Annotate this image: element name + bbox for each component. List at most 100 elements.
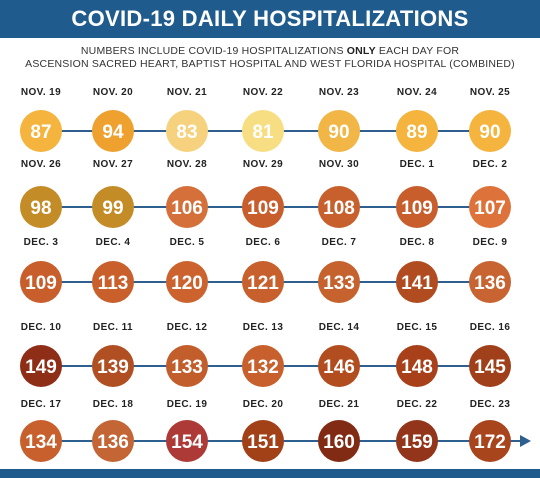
value-label: 149 xyxy=(25,357,57,378)
value-label: 109 xyxy=(401,198,433,219)
value-circle xyxy=(242,345,284,387)
value-label: 141 xyxy=(401,273,433,294)
value-circle xyxy=(92,110,134,152)
value-circle xyxy=(469,420,511,462)
value-circle xyxy=(92,345,134,387)
value-circle xyxy=(166,345,208,387)
date-label: DEC. 5 xyxy=(170,237,205,248)
value-circle xyxy=(92,261,134,303)
value-circle xyxy=(318,345,360,387)
date-label: DEC. 1 xyxy=(400,159,435,170)
value-circle xyxy=(92,186,134,228)
value-label: 90 xyxy=(328,122,349,143)
value-label: 87 xyxy=(30,122,51,143)
value-circle xyxy=(20,420,62,462)
value-circle xyxy=(469,186,511,228)
date-label: DEC. 17 xyxy=(21,399,62,410)
value-circle xyxy=(318,420,360,462)
value-label: 139 xyxy=(97,357,129,378)
date-label: NOV. 30 xyxy=(319,159,359,170)
date-label: NOV. 19 xyxy=(21,87,61,98)
value-circle xyxy=(396,261,438,303)
value-circle xyxy=(166,110,208,152)
value-label: 145 xyxy=(474,357,506,378)
value-label: 90 xyxy=(479,122,500,143)
date-label: DEC. 8 xyxy=(400,237,435,248)
date-label: DEC. 11 xyxy=(93,322,133,333)
value-label: 172 xyxy=(474,432,506,453)
date-label: DEC. 16 xyxy=(470,322,511,333)
value-label: 136 xyxy=(97,432,129,453)
date-label: NOV. 20 xyxy=(93,87,133,98)
date-label: NOV. 23 xyxy=(319,87,359,98)
date-label: DEC. 23 xyxy=(470,399,511,410)
value-circle xyxy=(92,420,134,462)
date-label: NOV. 26 xyxy=(21,159,61,170)
date-label: DEC. 3 xyxy=(24,237,59,248)
value-circle xyxy=(396,186,438,228)
date-label: DEC. 10 xyxy=(21,322,62,333)
date-label: DEC. 6 xyxy=(246,237,281,248)
date-label: DEC. 22 xyxy=(397,399,438,410)
value-circle xyxy=(396,420,438,462)
date-label: NOV. 28 xyxy=(167,159,207,170)
value-label: 148 xyxy=(401,357,433,378)
value-label: 109 xyxy=(25,273,57,294)
page-title: COVID-19 DAILY HOSPITALIZATIONS xyxy=(0,0,540,38)
value-circle xyxy=(242,261,284,303)
date-label: NOV. 27 xyxy=(93,159,133,170)
footer-bar xyxy=(0,469,540,478)
value-label: 133 xyxy=(323,273,355,294)
value-circle xyxy=(318,261,360,303)
value-label: 160 xyxy=(323,432,355,453)
value-label: 154 xyxy=(171,432,203,453)
value-circle xyxy=(20,345,62,387)
value-label: 113 xyxy=(98,273,129,294)
date-label: DEC. 18 xyxy=(93,399,134,410)
date-label: NOV. 22 xyxy=(243,87,283,98)
value-label: 99 xyxy=(102,198,123,219)
subtitle-emphasis: ONLY xyxy=(346,45,376,57)
value-circle xyxy=(242,420,284,462)
date-label: NOV. 25 xyxy=(470,87,510,98)
value-circle xyxy=(318,110,360,152)
value-label: 98 xyxy=(30,198,51,219)
value-circle xyxy=(469,345,511,387)
value-label: 108 xyxy=(323,198,355,219)
value-circle xyxy=(20,261,62,303)
date-label: DEC. 15 xyxy=(397,322,438,333)
value-circle xyxy=(166,420,208,462)
value-circle xyxy=(396,345,438,387)
subtitle-line1-start: NUMBERS INCLUDE COVID-19 HOSPITALIZATION… xyxy=(80,45,344,57)
value-label: 83 xyxy=(176,122,197,143)
value-label: 120 xyxy=(171,273,203,294)
date-label: DEC. 13 xyxy=(243,322,284,333)
date-label: DEC. 9 xyxy=(473,237,508,248)
value-label: 89 xyxy=(406,122,427,143)
value-label: 106 xyxy=(171,198,203,219)
value-label: 121 xyxy=(247,273,279,294)
subtitle: NUMBERS INCLUDE COVID-19 HOSPITALIZATION… xyxy=(0,45,540,71)
value-circle xyxy=(20,186,62,228)
value-circle xyxy=(20,110,62,152)
value-label: 136 xyxy=(474,273,506,294)
value-circle xyxy=(396,110,438,152)
value-label: 133 xyxy=(171,357,203,378)
date-label: DEC. 21 xyxy=(319,399,360,410)
value-label: 107 xyxy=(474,198,506,219)
date-label: NOV. 29 xyxy=(243,159,283,170)
value-label: 94 xyxy=(102,122,124,143)
subtitle-line1-end: EACH DAY FOR xyxy=(378,45,460,57)
date-label: DEC. 14 xyxy=(319,322,360,333)
value-label: 159 xyxy=(401,432,433,453)
arrow-right-icon xyxy=(520,435,531,447)
value-circle xyxy=(242,186,284,228)
value-label: 134 xyxy=(25,432,57,453)
value-circle xyxy=(318,186,360,228)
subtitle-line2: ASCENSION SACRED HEART, BAPTIST HOSPITAL… xyxy=(25,58,515,70)
date-label: DEC. 7 xyxy=(322,237,357,248)
date-label: NOV. 24 xyxy=(397,87,437,98)
value-label: 109 xyxy=(247,198,279,219)
value-circle xyxy=(166,261,208,303)
